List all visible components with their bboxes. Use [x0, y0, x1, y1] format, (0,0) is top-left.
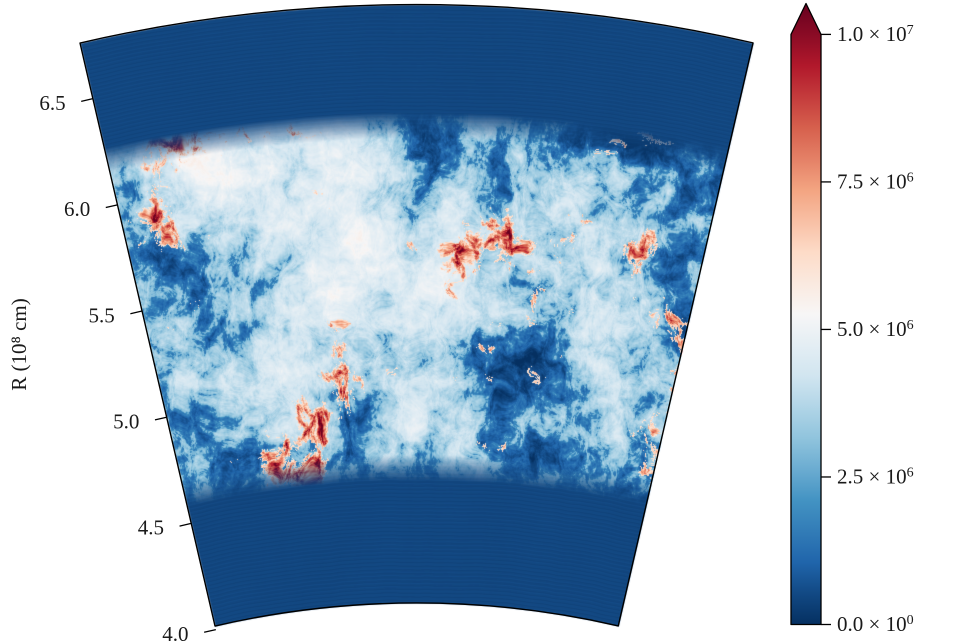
svg-text:6.0: 6.0: [64, 197, 90, 221]
svg-text:5.0 × 106: 5.0 × 106: [837, 317, 914, 341]
svg-text:2.5 × 106: 2.5 × 106: [837, 464, 914, 488]
svg-text:7.5 × 106: 7.5 × 106: [837, 169, 914, 193]
svg-text:5.0: 5.0: [113, 410, 139, 434]
svg-text:4.5: 4.5: [138, 516, 164, 540]
svg-text:5.5: 5.5: [89, 303, 115, 327]
svg-text:0.0 × 100: 0.0 × 100: [837, 612, 914, 636]
svg-text:R (10⁸ cm): R (10⁸ cm): [7, 298, 31, 390]
svg-text:4.0: 4.0: [162, 622, 188, 642]
svg-text:6.5: 6.5: [39, 91, 65, 115]
svg-text:1.0 × 107: 1.0 × 107: [837, 22, 914, 46]
